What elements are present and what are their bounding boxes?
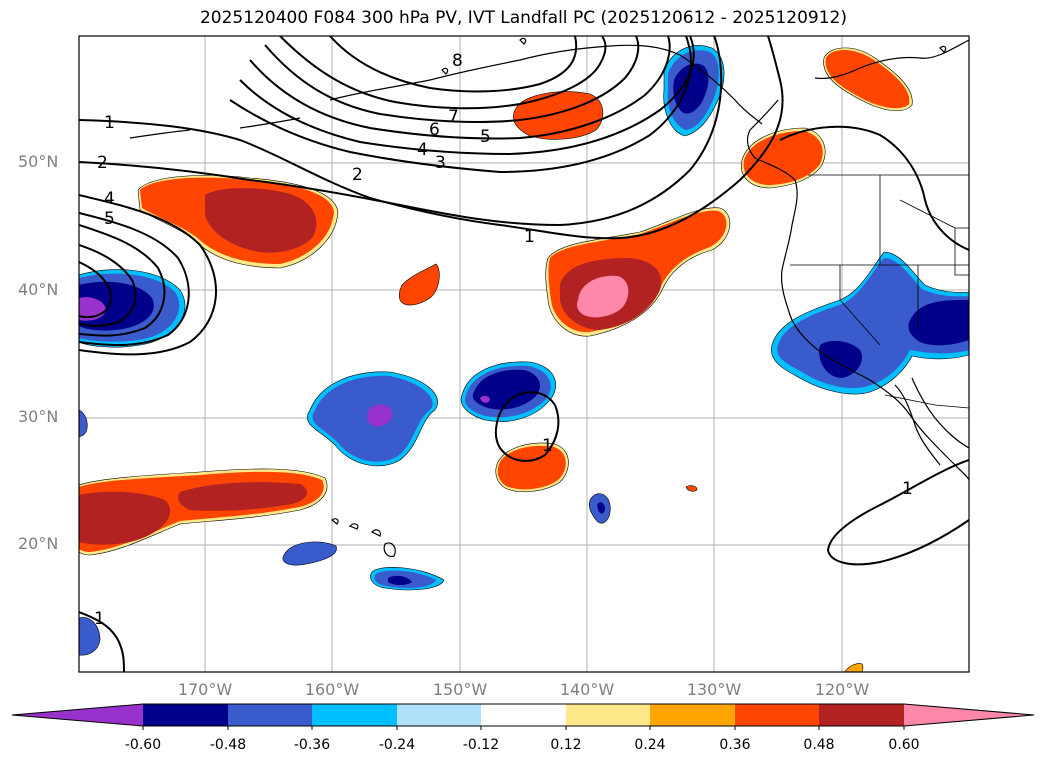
lon-label-130w: 130°W: [686, 680, 742, 699]
colorbar-tick-label: 0.12: [550, 737, 582, 753]
political-borders: [790, 174, 969, 409]
colorbar-segment: [481, 704, 566, 726]
colorbar-tick-label: 0.24: [634, 737, 666, 753]
lon-label-170w: 170°W: [177, 680, 233, 699]
contour-label: 3: [435, 153, 446, 173]
colorbar-segment: [397, 704, 481, 726]
colorbar-tick-label: -0.60: [124, 737, 162, 753]
lat-label-50n: 50°N: [18, 152, 59, 171]
colorbar-segment: [12, 704, 143, 726]
coastlines: [129, 37, 969, 557]
lat-label-30n: 30°N: [18, 407, 59, 426]
colorbar-tick-label: -0.12: [462, 737, 500, 753]
colorbar-segment: [650, 704, 735, 726]
lat-label-20n: 20°N: [18, 534, 59, 553]
contour-label: 1: [524, 227, 535, 247]
contour-label: 6: [429, 120, 440, 140]
contour-label: 1: [94, 609, 105, 629]
contour-label: 1: [902, 479, 913, 499]
lon-label-160w: 160°W: [304, 680, 360, 699]
contour-label: 7: [448, 107, 459, 127]
colorbar-tick-label: -0.36: [293, 737, 331, 753]
colorbar-segment: [312, 704, 397, 726]
colorbar-tick-label: 0.60: [888, 737, 920, 753]
colorbar-segment: [735, 704, 819, 726]
colorbar-segment: [566, 704, 650, 726]
lon-label-140w: 140°W: [559, 680, 615, 699]
contour-label: 2: [97, 153, 108, 173]
colorbar-tick-label: 0.36: [719, 737, 751, 753]
colorbar-segment: [819, 704, 904, 726]
colorbar-tick-label: -0.48: [209, 737, 247, 753]
lat-label-40n: 40°N: [18, 280, 59, 299]
colorbar-tick-label: 0.48: [803, 737, 835, 753]
colorbar-segment: [904, 704, 1034, 726]
contour-label: 5: [480, 127, 491, 147]
map-frame: [78, 35, 970, 673]
contour-label: 1: [542, 436, 553, 456]
colorbar-tick-label: -0.24: [378, 737, 416, 753]
contour-label: 8: [452, 51, 463, 71]
contour-label: 4: [417, 140, 428, 160]
colorbar-segment: [228, 704, 312, 726]
lon-label-150w: 150°W: [432, 680, 488, 699]
colorbar-segment: [143, 704, 228, 726]
contour-label: 2: [352, 165, 363, 185]
contour-label: 1: [104, 113, 115, 133]
positive-pc-shading: [79, 47, 913, 672]
colorbar: [11, 703, 1035, 730]
contour-label: 5: [104, 209, 115, 229]
contour-label: 4: [104, 189, 115, 209]
lon-label-120w: 120°W: [814, 680, 870, 699]
pv-contours: [79, 36, 969, 672]
map-title: 2025120400 F084 300 hPa PV, IVT Landfall…: [199, 8, 847, 28]
